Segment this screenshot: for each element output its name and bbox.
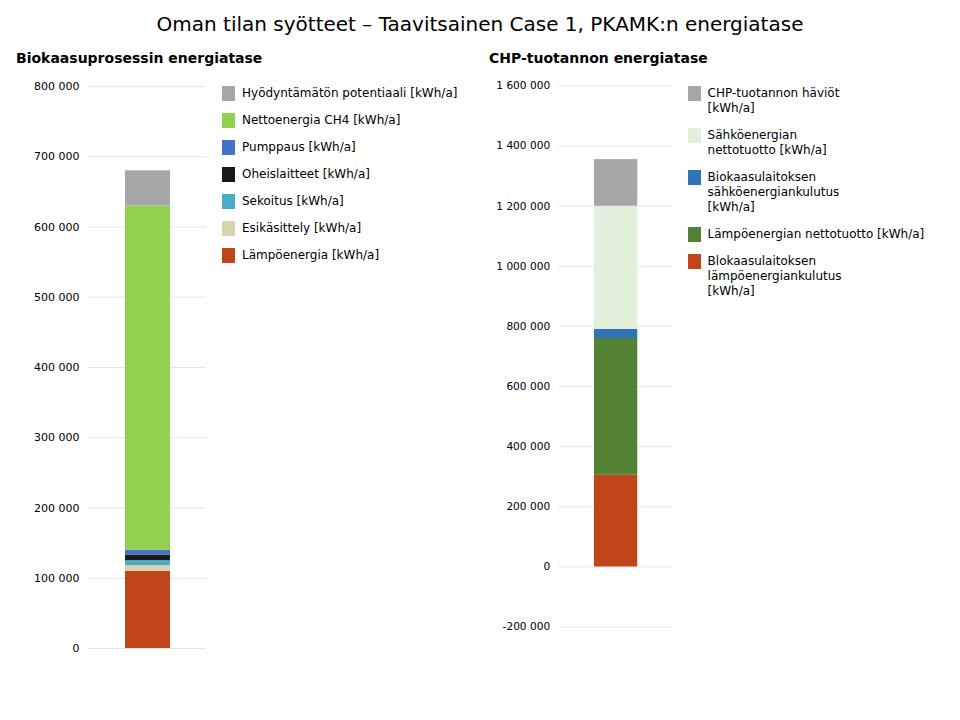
- svg-text:200 000: 200 000: [506, 500, 550, 512]
- html-text:Pumppaus [kWh/a]: Pumppaus [kWh/a]: [242, 140, 356, 154]
- html-text:Oheislaitteet [kWh/a]: Oheislaitteet [kWh/a]: [242, 167, 370, 181]
- svg-text:700 000: 700 000: [34, 150, 80, 163]
- html-text:CHP-tuotannon häviöt [kWh/a]: CHP-tuotannon häviöt [kWh/a]: [707, 86, 840, 115]
- svg-text:400 000: 400 000: [34, 361, 80, 374]
- svg-text:600 000: 600 000: [506, 380, 550, 392]
- html-text:Blokaasulaitoksen lämpöenergia: Blokaasulaitoksen lämpöenergiankulutus […: [707, 254, 842, 298]
- html-text:Oman tilan syötteet – Taavitsa: Oman tilan syötteet – Taavitsainen Case …: [156, 12, 804, 36]
- html-text:Sekoitus [kWh/a]: Sekoitus [kWh/a]: [242, 194, 344, 208]
- html-text:Biokaasuprosessin energiatase: Biokaasuprosessin energiatase: [16, 50, 263, 66]
- svg-text:200 000: 200 000: [34, 502, 80, 515]
- svg-text:800 000: 800 000: [34, 80, 80, 93]
- svg-text:1 400 000: 1 400 000: [496, 139, 550, 151]
- svg-text:800 000: 800 000: [506, 320, 550, 332]
- html-text:Sähköenergian nettotuotto [kWh: Sähköenergian nettotuotto [kWh/a]: [707, 128, 827, 157]
- html-text:Lämpöenergian nettotuotto [kWh: Lämpöenergian nettotuotto [kWh/a]: [707, 227, 925, 241]
- html-text:Biokaasulaitoksen sähköenergia: Biokaasulaitoksen sähköenergiankulutus […: [707, 170, 840, 214]
- svg-text:600 000: 600 000: [34, 221, 80, 234]
- svg-text:0: 0: [543, 560, 550, 572]
- svg-text:300 000: 300 000: [34, 431, 80, 444]
- svg-text:1 200 000: 1 200 000: [496, 200, 550, 212]
- svg-text:0: 0: [73, 642, 80, 655]
- svg-text:1 000 000: 1 000 000: [496, 260, 550, 272]
- html-text:Lämpöenergia [kWh/a]: Lämpöenergia [kWh/a]: [242, 248, 380, 262]
- svg-text:-200 000: -200 000: [503, 620, 551, 632]
- svg-text:1 600 000: 1 600 000: [496, 79, 550, 91]
- html-text:Esikäsittely [kWh/a]: Esikäsittely [kWh/a]: [242, 221, 362, 235]
- svg-text:400 000: 400 000: [506, 440, 550, 452]
- html-text:Hyödyntämätön potentiaali [kWh: Hyödyntämätön potentiaali [kWh/a]: [242, 86, 458, 100]
- svg-text:500 000: 500 000: [34, 291, 80, 304]
- html-text:Nettoenergia CH4 [kWh/a]: Nettoenergia CH4 [kWh/a]: [242, 113, 401, 127]
- svg-text:100 000: 100 000: [34, 572, 80, 585]
- html-text:CHP-tuotannon energiatase: CHP-tuotannon energiatase: [489, 50, 708, 66]
